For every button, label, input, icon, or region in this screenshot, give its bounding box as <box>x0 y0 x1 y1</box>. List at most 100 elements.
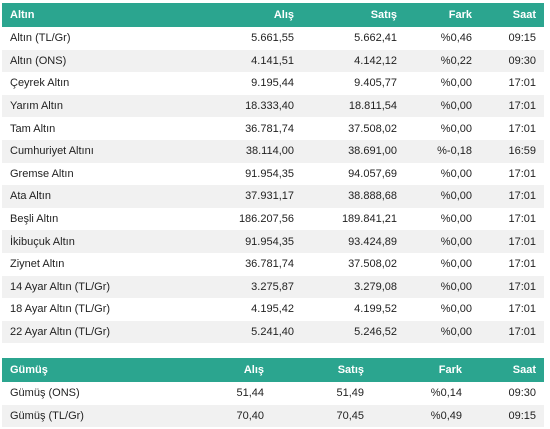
cell-sell: 189.841,21 <box>341 213 397 226</box>
cell-buy: 36.781,74 <box>245 258 294 271</box>
silver-prices-table: Gümüş Alış Satış Fark Saat Gümüş (ONS) 51… <box>2 358 544 428</box>
cell-time: 17:01 <box>508 122 536 135</box>
cell-name: Gümüş (TL/Gr) <box>2 404 132 428</box>
table-row: Gremse Altın 91.954,35 94.057,69 %0,00 17:01 <box>2 163 544 186</box>
table-row: Çeyrek Altın 9.195,44 9.405,77 %0,00 17:01 <box>2 72 544 95</box>
cell-sell: 94.057,69 <box>348 167 397 180</box>
cell-time: 17:01 <box>480 185 544 208</box>
cell-name: Gümüş (ONS) <box>10 387 80 400</box>
col-header-buy: Alış <box>132 3 302 27</box>
cell-change: %0,00 <box>440 77 472 90</box>
table-row: Ziynet Altın 36.781,74 37.508,02 %0,00 17:01 <box>2 253 544 276</box>
cell-sell: 5.246,52 <box>302 320 405 344</box>
table-row: Tam Altın 36.781,74 37.508,02 %0,00 17:01 <box>2 117 544 140</box>
table-row: Gümüş (TL/Gr) 70,40 70,45 %0,49 09:15 <box>2 404 544 428</box>
cell-time: 17:01 <box>508 213 536 226</box>
cell-buy: 9.195,44 <box>251 77 294 90</box>
table-row: 14 Ayar Altın (TL/Gr) 3.275,87 3.279,08 %0,… <box>2 275 544 299</box>
table-row: Altın (TL/Gr) 5.661,55 5.662,41 %0,46 09:15 <box>2 27 544 50</box>
cell-buy: 186.207,56 <box>238 213 294 226</box>
cell-change: %0,00 <box>405 94 480 118</box>
cell-sell: 9.405,77 <box>354 77 397 90</box>
cell-buy: 91.954,35 <box>132 230 302 253</box>
cell-buy: 5.661,55 <box>251 32 294 45</box>
cell-buy: 5.241,40 <box>132 320 302 344</box>
silver-table-header: Gümüş Alış Satış Fark Saat <box>2 358 544 382</box>
gold-prices-table: Altın Alış Satış Fark Saat Altın (TL/Gr)… <box>2 3 544 344</box>
cell-buy: 38.114,00 <box>132 139 302 163</box>
cell-buy: 36.781,74 <box>245 122 294 135</box>
cell-sell: 18.811,54 <box>302 94 405 118</box>
cell-time: 17:01 <box>508 77 536 90</box>
cell-name: Ziynet Altın <box>10 258 65 271</box>
cell-change: %0,49 <box>372 404 470 428</box>
cell-change: %0,00 <box>405 185 480 208</box>
cell-time: 17:01 <box>508 303 536 316</box>
table-row: Altın (ONS) 4.141,51 4.142,12 %0,22 09:30 <box>2 49 544 73</box>
cell-time: 17:01 <box>480 275 544 299</box>
cell-buy: 51,44 <box>236 387 264 400</box>
cell-time: 09:15 <box>508 32 536 45</box>
cell-buy: 4.195,42 <box>251 303 294 316</box>
col-header-sell: Satış <box>302 3 405 27</box>
cell-buy: 18.333,40 <box>132 94 302 118</box>
cell-time: 16:59 <box>480 139 544 163</box>
cell-change: %0,00 <box>440 213 472 226</box>
cell-time: 09:15 <box>470 404 544 428</box>
cell-change: %0,00 <box>440 167 472 180</box>
table-row: 18 Ayar Altın (TL/Gr) 4.195,42 4.199,52 %0,… <box>2 298 544 321</box>
gold-table-header: Altın Alış Satış Fark Saat <box>2 3 544 27</box>
table-row: Gümüş (ONS) 51,44 51,49 %0,14 09:30 <box>2 382 544 405</box>
col-header-change: Fark <box>372 358 470 382</box>
cell-change: %0,22 <box>405 49 480 73</box>
table-row: Beşli Altın 186.207,56 189.841,21 %0,00 17:0… <box>2 208 544 231</box>
cell-sell: 93.424,89 <box>302 230 405 253</box>
col-header-time: Saat <box>470 358 544 382</box>
cell-sell: 3.279,08 <box>302 275 405 299</box>
table-row: Cumhuriyet Altını 38.114,00 38.691,00 %-0,1… <box>2 139 544 163</box>
cell-sell: 4.142,12 <box>302 49 405 73</box>
cell-name: Altın (ONS) <box>2 49 132 73</box>
cell-name: 18 Ayar Altın (TL/Gr) <box>10 303 111 316</box>
cell-time: 17:01 <box>508 167 536 180</box>
cell-buy: 3.275,87 <box>132 275 302 299</box>
cell-name: Cumhuriyet Altını <box>2 139 132 163</box>
cell-change: %0,00 <box>440 122 472 135</box>
cell-sell: 70,45 <box>272 404 372 428</box>
table-row: İkibuçuk Altın 91.954,35 93.424,89 %0,00 17:… <box>2 230 544 253</box>
cell-sell: 38.888,68 <box>302 185 405 208</box>
col-header-sell: Satış <box>272 358 372 382</box>
cell-name: Altın (TL/Gr) <box>10 32 71 45</box>
cell-sell: 37.508,02 <box>348 122 397 135</box>
col-header-buy: Alış <box>132 358 272 382</box>
cell-name: Beşli Altın <box>10 213 59 226</box>
col-header-name: Gümüş <box>2 358 132 382</box>
cell-name: Gremse Altın <box>10 167 74 180</box>
cell-change: %0,46 <box>440 32 472 45</box>
cell-name: Tam Altın <box>10 122 56 135</box>
cell-time: 17:01 <box>508 258 536 271</box>
cell-time: 17:01 <box>480 230 544 253</box>
cell-sell: 5.662,41 <box>354 32 397 45</box>
cell-time: 09:30 <box>480 49 544 73</box>
col-header-change: Fark <box>405 3 480 27</box>
cell-name: İkibuçuk Altın <box>2 230 132 253</box>
cell-buy: 37.931,17 <box>132 185 302 208</box>
cell-change: %0,00 <box>405 230 480 253</box>
cell-name: Ata Altın <box>2 185 132 208</box>
cell-sell: 37.508,02 <box>348 258 397 271</box>
cell-change: %0,14 <box>430 387 462 400</box>
cell-buy: 4.141,51 <box>132 49 302 73</box>
cell-sell: 51,49 <box>336 387 364 400</box>
col-header-time: Saat <box>480 3 544 27</box>
cell-change: %0,00 <box>440 258 472 271</box>
table-row: Yarım Altın 18.333,40 18.811,54 %0,00 17:01 <box>2 94 544 118</box>
cell-name: Çeyrek Altın <box>10 77 70 90</box>
cell-time: 17:01 <box>480 320 544 344</box>
cell-sell: 4.199,52 <box>354 303 397 316</box>
cell-buy: 70,40 <box>132 404 272 428</box>
cell-sell: 38.691,00 <box>302 139 405 163</box>
cell-change: %0,00 <box>405 320 480 344</box>
cell-time: 17:01 <box>480 94 544 118</box>
table-row: Ata Altın 37.931,17 38.888,68 %0,00 17:01 <box>2 185 544 208</box>
